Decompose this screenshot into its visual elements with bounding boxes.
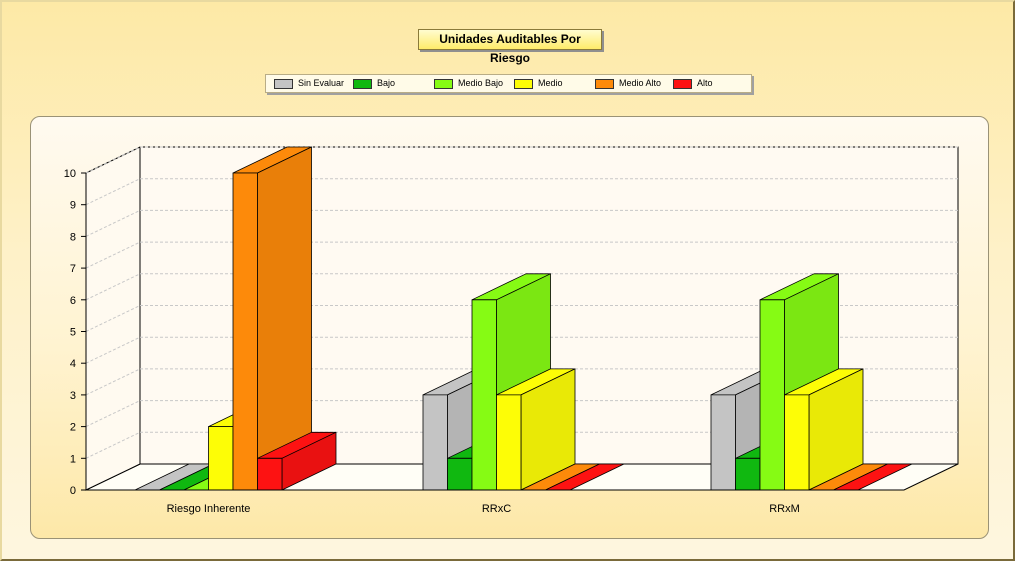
y-tick-label: 1 <box>70 453 76 465</box>
y-tick-label: 8 <box>70 231 76 243</box>
x-category-label: RRxM <box>769 503 800 515</box>
x-category-label: RRxC <box>482 503 511 515</box>
y-tick-label: 10 <box>64 168 76 180</box>
legend-swatch <box>353 79 372 89</box>
legend-label: Medio Alto <box>619 78 662 88</box>
bar <box>257 431 337 491</box>
bar <box>232 146 312 491</box>
legend-swatch <box>274 79 293 89</box>
legend-swatch <box>673 79 692 89</box>
bar <box>496 368 576 491</box>
x-category-label: Riesgo Inherente <box>167 503 251 515</box>
y-tick-label: 6 <box>70 295 76 307</box>
bar <box>784 368 864 491</box>
legend-label: Sin Evaluar <box>298 78 345 88</box>
y-tick-label: 5 <box>70 327 76 339</box>
y-tick-label: 0 <box>70 485 76 497</box>
chart-title: Unidades Auditables Por Riesgo <box>418 29 602 65</box>
legend-label: Medio <box>538 78 563 88</box>
legend-label: Alto <box>697 78 713 88</box>
y-tick-label: 3 <box>70 390 76 402</box>
legend-label: Bajo <box>377 78 396 88</box>
y-tick-label: 9 <box>70 200 76 212</box>
legend-swatch <box>595 79 614 89</box>
legend: Sin Evaluar Bajo Medio Bajo Medio Medio Alto… <box>265 74 752 93</box>
chart-left-wall <box>85 146 141 491</box>
legend-swatch <box>434 79 453 89</box>
y-tick-label: 2 <box>70 422 76 434</box>
legend-label: Medio Bajo <box>458 78 504 88</box>
y-tick-label: 4 <box>70 358 76 370</box>
legend-swatch <box>514 79 533 89</box>
y-tick-label: 7 <box>70 263 76 275</box>
